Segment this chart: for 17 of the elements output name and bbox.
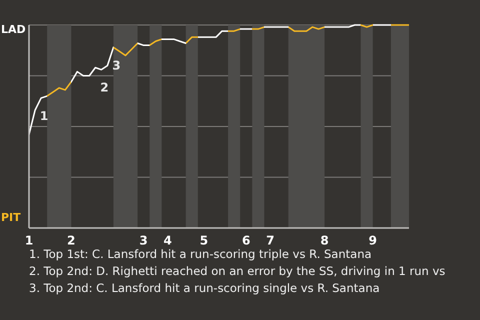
- x-tick-label: 1: [24, 234, 34, 248]
- x-tick-label: 9: [368, 234, 377, 248]
- x-tick-label: 7: [266, 234, 274, 248]
- annotation: 3: [112, 58, 121, 72]
- x-tick-label: 5: [200, 234, 208, 248]
- text: 1. Top 1st: C. Lansford hit a run-scoring triple vs R. Santana: [29, 246, 373, 263]
- x-tick-label: 3: [139, 234, 148, 248]
- x-tick-label: 4: [164, 234, 172, 248]
- text: 2. Top 2nd: D. Righetti reached on an error by the SS, driving in 1 run vs: [29, 263, 446, 280]
- annotation: 1: [40, 109, 48, 124]
- text: LAD: [1, 23, 26, 36]
- x-tick-label: 8: [320, 234, 329, 248]
- text: PIT: [1, 211, 21, 224]
- x-tick-label: 2: [67, 234, 76, 248]
- x-tick-label: 6: [242, 234, 250, 248]
- text: 3. Top 2nd: C. Lansford hit a run-scoring single vs R. Santana: [29, 280, 381, 297]
- annotation: 2: [100, 80, 109, 95]
